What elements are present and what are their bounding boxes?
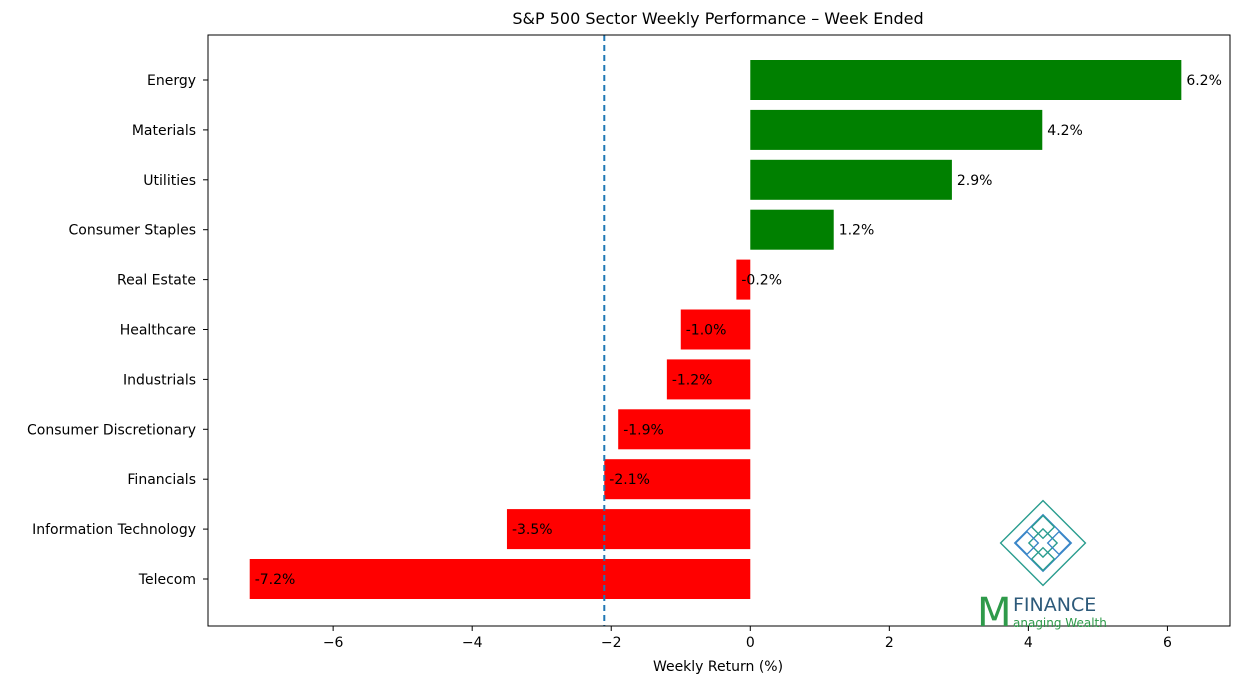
x-tick-label: −2 [601,635,622,651]
x-tick-label: 0 [746,635,755,651]
x-tick-label: 2 [885,635,894,651]
y-tick-label: Real Estate [117,273,196,289]
bar-consumer-discretionary [618,409,751,450]
y-tick-label: Materials [132,123,196,139]
x-axis-title: Weekly Return (%) [653,659,783,675]
y-tick-label: Information Technology [32,522,196,538]
data-label: 1.2% [839,223,875,239]
y-tick-label: Telecom [138,572,196,588]
data-label: -3.5% [512,522,553,538]
data-label: 4.2% [1047,123,1083,139]
logo-letter: M [977,590,1012,636]
bar-materials [750,109,1043,150]
bar-utilities [750,159,952,200]
data-label: -7.2% [255,572,296,588]
data-label: -1.9% [623,422,664,438]
bar-consumer-staples [750,209,834,250]
logo-name: FINANCE [1013,594,1096,616]
bar-energy [750,60,1182,100]
x-tick-label: 6 [1163,635,1172,651]
x-tick-label: −4 [462,635,483,651]
bar-real-estate [736,259,751,300]
data-label: -1.0% [686,323,727,339]
bar-financials [604,459,751,500]
data-label: -1.2% [672,372,713,388]
data-labels-layer: 6.2% 4.2% 2.9% 1.2% -0.2% -1.0% -1.2% -1.9% -2.1… [255,73,1222,588]
plot-frame [207,34,1231,627]
bar-healthcare [680,309,751,350]
bars-layer [249,60,1182,599]
logo: M FINANCE anaging Wealth [977,499,1107,636]
chart-title: S&P 500 Sector Weekly Performance – Week… [512,9,923,28]
bar-information-technology [506,509,751,550]
y-axis-ticks: Energy Materials Utilities Consumer Staples… [27,73,208,588]
data-label: -2.1% [609,472,650,488]
endless-knot-icon [999,499,1087,587]
y-tick-label: Energy [147,73,196,89]
x-tick-label: 4 [1024,635,1033,651]
data-label: 6.2% [1186,73,1222,89]
x-tick-label: −6 [323,635,344,651]
y-tick-label: Industrials [123,372,196,388]
y-tick-label: Consumer Discretionary [27,422,196,438]
y-tick-label: Utilities [143,173,196,189]
data-label: -0.2% [741,273,782,289]
y-tick-label: Consumer Staples [69,223,196,239]
data-label: 2.9% [957,173,993,189]
bar-telecom [249,559,751,599]
x-axis-ticks: −6 −4 −2 0 2 4 6 [323,626,1172,651]
logo-tagline: anaging Wealth [1013,616,1107,630]
bar-industrials [666,359,751,400]
y-tick-label: Healthcare [120,323,196,339]
y-tick-label: Financials [127,472,196,488]
